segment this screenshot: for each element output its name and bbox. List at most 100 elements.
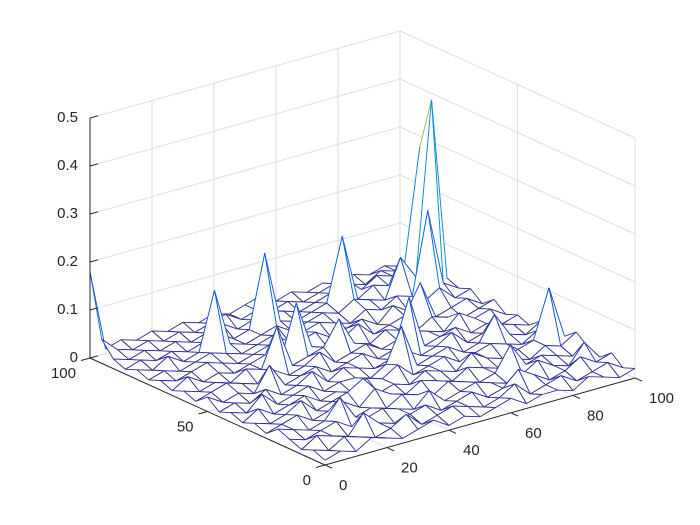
mesh-edge bbox=[514, 383, 531, 395]
mesh-face bbox=[297, 415, 325, 431]
mesh-edge bbox=[435, 307, 452, 318]
mesh-edge bbox=[491, 382, 504, 389]
mesh-edge bbox=[370, 407, 383, 409]
mesh-face bbox=[467, 314, 495, 343]
grid-line bbox=[89, 126, 401, 215]
mesh-edge bbox=[206, 362, 220, 374]
mesh-edge bbox=[428, 390, 442, 411]
mesh-edge bbox=[163, 370, 177, 382]
z-tick-label: 0.4 bbox=[57, 157, 78, 174]
x-tick-label: 80 bbox=[587, 407, 604, 424]
mesh-edge bbox=[296, 385, 309, 387]
y-tick bbox=[80, 357, 91, 361]
mesh-edge bbox=[214, 382, 227, 384]
mesh-edge bbox=[448, 415, 465, 426]
mesh-face bbox=[386, 394, 414, 410]
mesh-face bbox=[183, 322, 211, 333]
mesh-edge bbox=[470, 323, 487, 334]
mesh-edge bbox=[353, 274, 366, 285]
mesh-edge bbox=[358, 323, 374, 335]
mesh-edge bbox=[424, 370, 438, 382]
mesh-face bbox=[518, 369, 546, 394]
mesh-edge bbox=[322, 312, 336, 324]
mesh-face bbox=[265, 389, 293, 405]
mesh-edge bbox=[183, 352, 200, 362]
mesh-edge bbox=[381, 339, 398, 350]
mesh-face bbox=[179, 332, 207, 343]
mesh-face bbox=[230, 369, 258, 384]
mesh-edge bbox=[292, 394, 305, 397]
mesh-edge bbox=[210, 391, 224, 403]
mesh-face bbox=[380, 262, 408, 276]
mesh-edge bbox=[233, 338, 246, 345]
mesh-edge bbox=[607, 362, 624, 369]
mesh-edge bbox=[416, 364, 429, 367]
mesh-edge bbox=[163, 340, 176, 343]
mesh-edge bbox=[281, 385, 297, 396]
mesh-edge bbox=[409, 370, 426, 385]
mesh-edge bbox=[428, 330, 441, 338]
mesh-edge bbox=[312, 371, 328, 382]
mesh-edge bbox=[409, 404, 426, 415]
mesh-edge bbox=[320, 421, 337, 432]
mesh-face bbox=[362, 319, 390, 335]
mesh-edge bbox=[284, 384, 297, 386]
mesh-face bbox=[336, 412, 364, 437]
mesh-edge bbox=[419, 99, 432, 148]
mesh-edge bbox=[397, 364, 410, 385]
mesh-edge bbox=[305, 430, 321, 441]
mesh-edge bbox=[443, 356, 457, 372]
mesh-edge bbox=[368, 270, 381, 276]
mesh-edge bbox=[405, 380, 422, 395]
mesh-edge bbox=[347, 392, 360, 408]
mesh-face bbox=[320, 421, 348, 437]
mesh-edge bbox=[237, 319, 254, 330]
mesh-edge bbox=[288, 365, 305, 376]
mesh-edge bbox=[234, 363, 250, 374]
mesh-face bbox=[353, 270, 381, 285]
mesh-face bbox=[324, 397, 352, 427]
mesh-face bbox=[261, 326, 289, 376]
mesh-edge bbox=[374, 388, 387, 409]
mesh-face bbox=[129, 350, 157, 361]
mesh-edge bbox=[420, 345, 437, 356]
mesh-edge bbox=[431, 99, 448, 279]
mesh-face bbox=[172, 376, 200, 392]
mesh-edge bbox=[526, 394, 543, 405]
mesh-face bbox=[163, 332, 191, 343]
mesh-edge bbox=[432, 355, 445, 358]
mesh-face bbox=[299, 302, 327, 313]
mesh-edge bbox=[276, 326, 293, 366]
mesh-edge bbox=[439, 331, 452, 338]
mesh-face bbox=[390, 414, 418, 439]
mesh-face bbox=[160, 341, 188, 352]
mesh-edge bbox=[304, 395, 317, 411]
mesh-face bbox=[475, 382, 503, 398]
mesh-edge bbox=[346, 353, 363, 364]
mesh-face bbox=[317, 435, 345, 451]
mesh-face bbox=[296, 303, 324, 357]
mesh-edge bbox=[467, 406, 481, 418]
mesh-edge bbox=[490, 308, 506, 315]
mesh-edge bbox=[195, 352, 211, 363]
mesh-edge bbox=[207, 396, 220, 413]
mesh-edge bbox=[297, 414, 313, 421]
mesh-edge bbox=[190, 341, 203, 344]
mesh-face bbox=[499, 383, 527, 404]
mesh-face bbox=[365, 270, 393, 285]
mesh-edge bbox=[347, 412, 364, 437]
mesh-edge bbox=[207, 396, 224, 403]
mesh-edge bbox=[336, 421, 352, 428]
mesh-face bbox=[304, 352, 332, 372]
mesh-edge bbox=[451, 298, 467, 308]
mesh-edge bbox=[316, 401, 333, 412]
mesh-edge bbox=[510, 344, 527, 365]
mesh-edge bbox=[171, 351, 184, 362]
mesh-edge bbox=[437, 405, 453, 416]
mesh-face bbox=[187, 376, 215, 392]
mesh-edge bbox=[113, 358, 126, 370]
mesh-edge bbox=[518, 369, 531, 395]
mesh-edge bbox=[455, 327, 472, 334]
z-tick bbox=[89, 211, 99, 215]
mesh-edge bbox=[455, 352, 472, 372]
